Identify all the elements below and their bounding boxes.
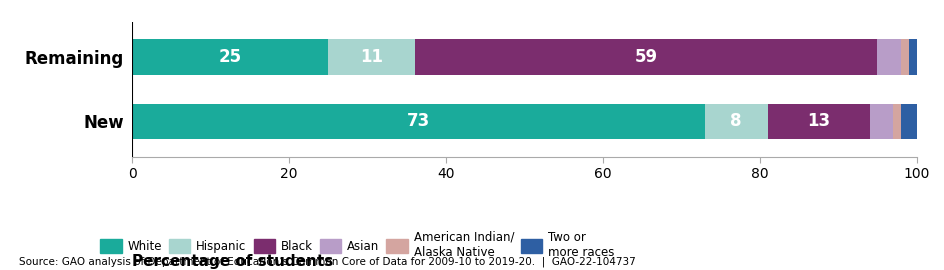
Text: 73: 73 [407, 112, 430, 130]
Text: Source: GAO analysis of Department of Education’s Common Core of Data for 2009-1: Source: GAO analysis of Department of Ed… [19, 257, 635, 267]
Text: 13: 13 [806, 112, 829, 130]
Text: 11: 11 [360, 48, 382, 66]
Legend: White, Hispanic, Black, Asian, American Indian/
Alaska Native, Two or
more races: White, Hispanic, Black, Asian, American … [100, 231, 614, 259]
Bar [868, 104, 892, 139]
Bar [908, 39, 923, 75]
Bar [704, 104, 767, 139]
Bar [892, 104, 900, 139]
Bar [132, 104, 704, 139]
Bar [900, 104, 916, 139]
Text: 59: 59 [633, 48, 657, 66]
Text: Percentage of students: Percentage of students [132, 254, 333, 269]
Bar [900, 39, 908, 75]
Bar [414, 39, 876, 75]
Bar [132, 39, 329, 75]
Bar [329, 39, 414, 75]
Text: 25: 25 [219, 48, 242, 66]
Bar [876, 39, 900, 75]
Text: 8: 8 [730, 112, 741, 130]
Bar [767, 104, 868, 139]
